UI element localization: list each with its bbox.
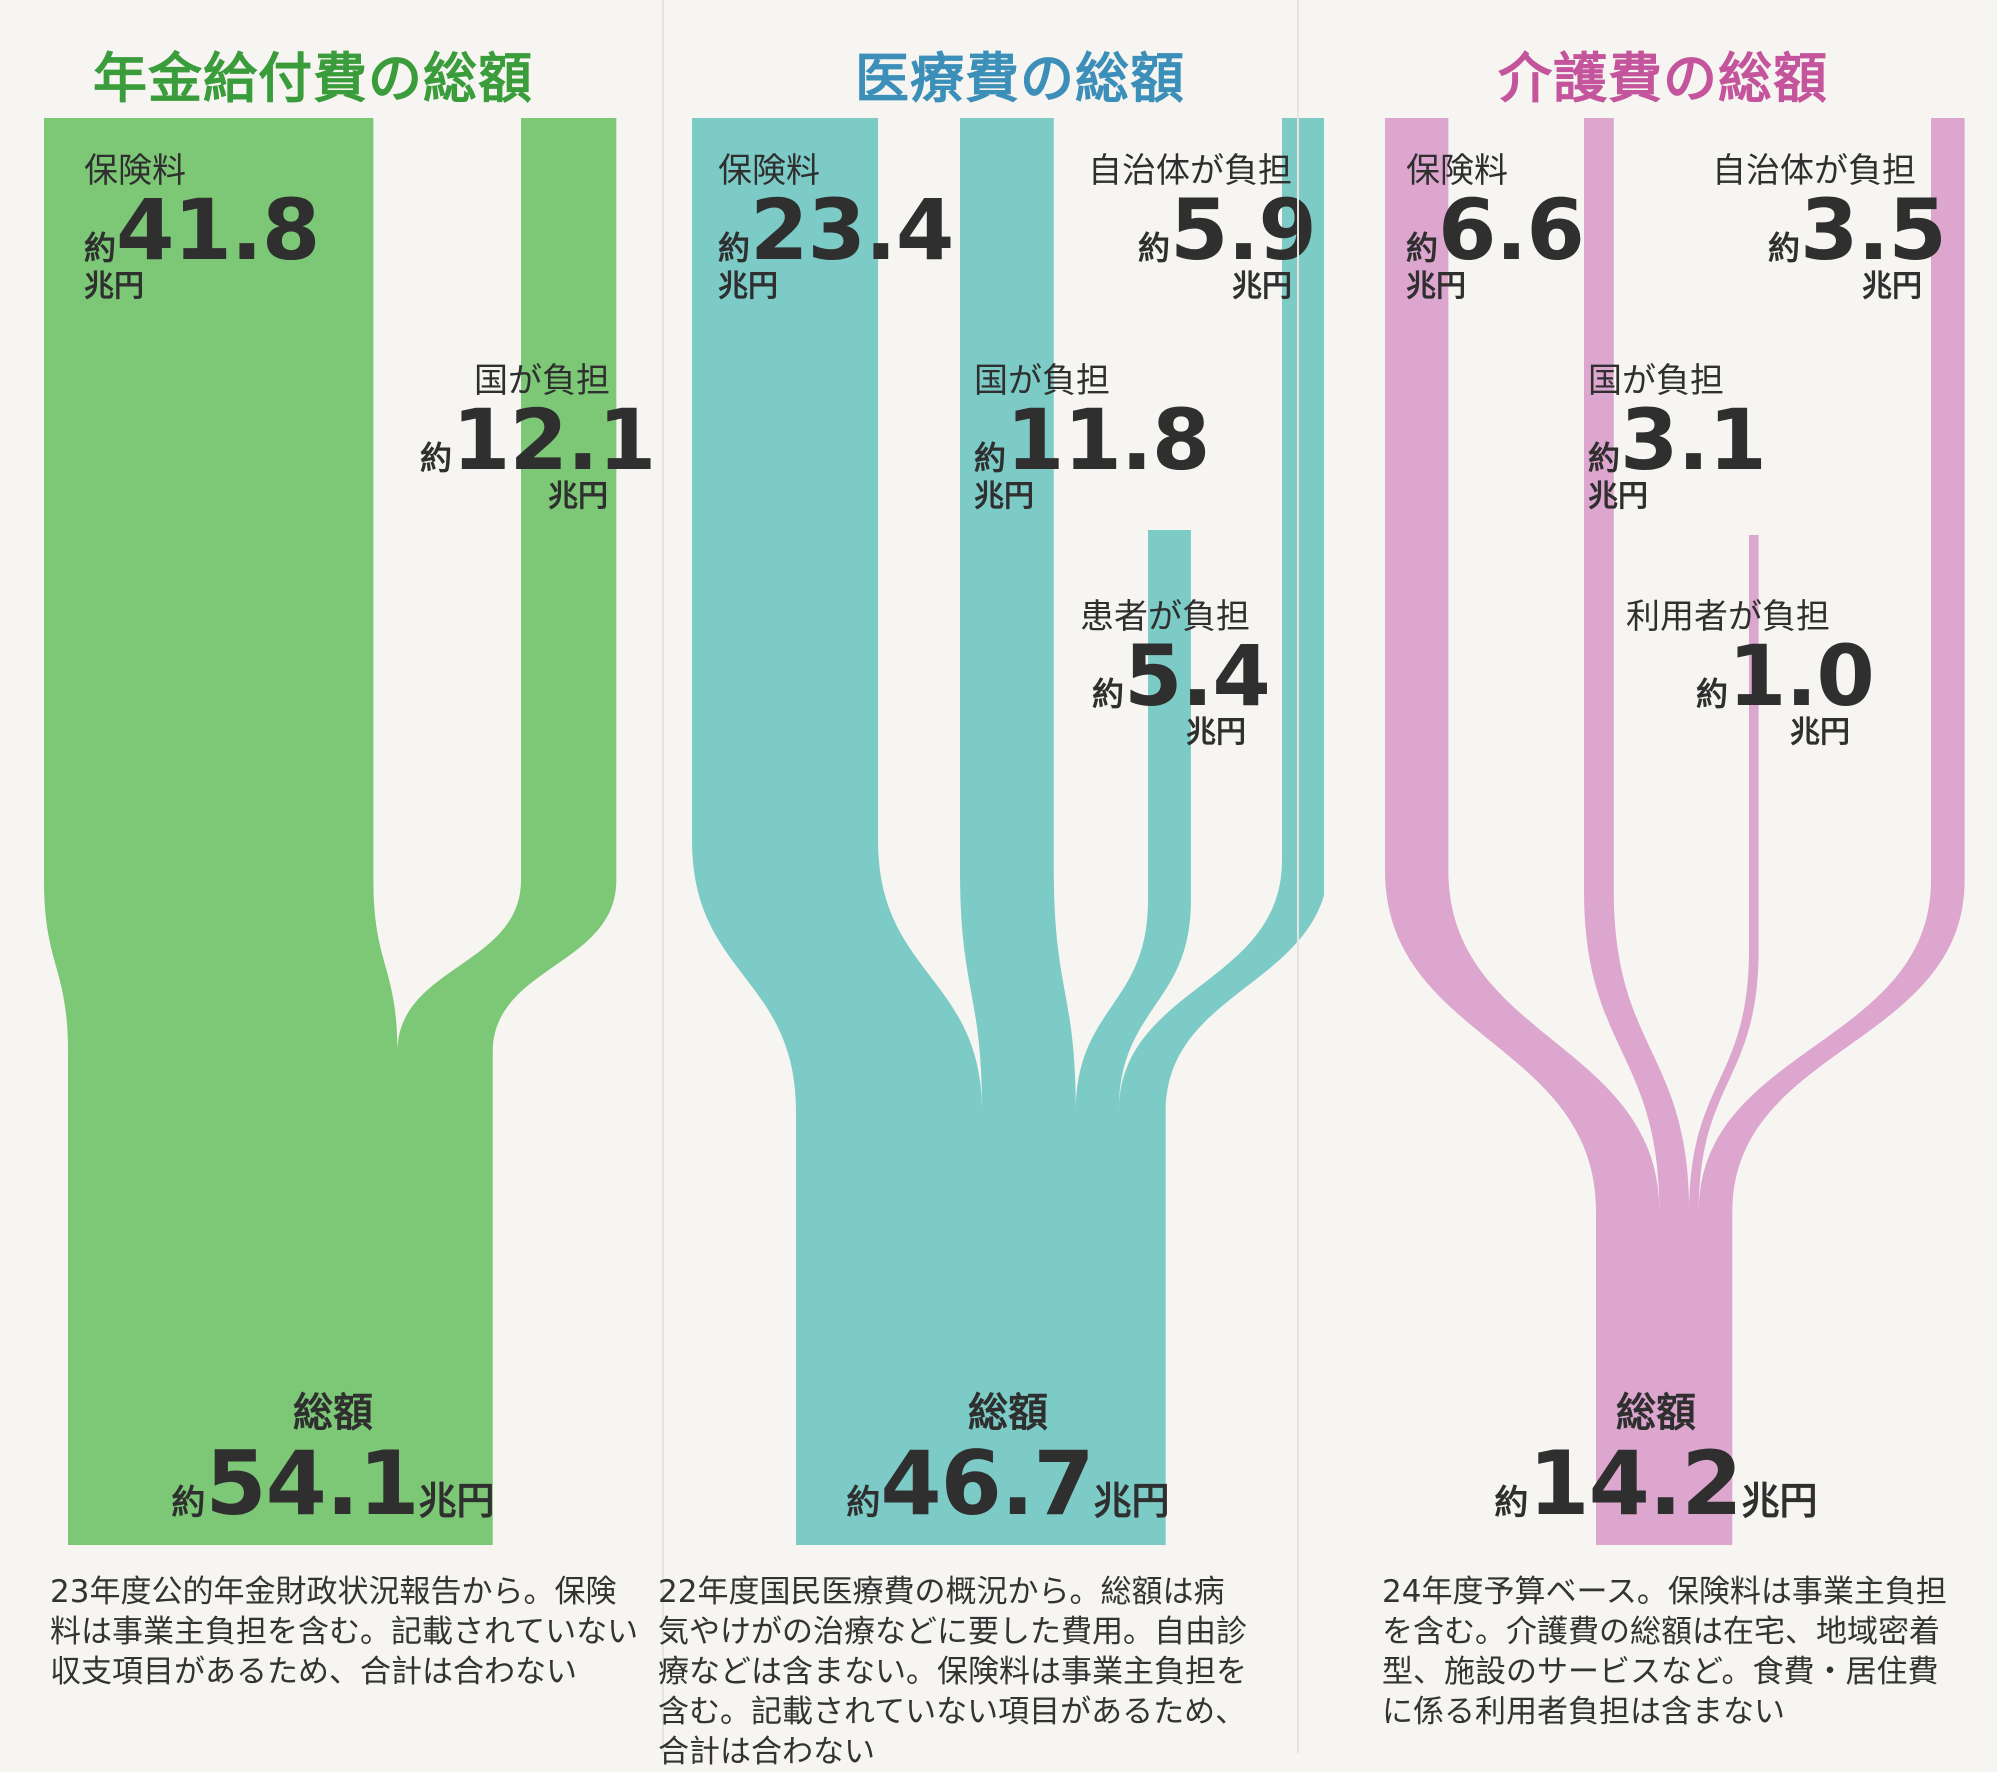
source-flow-band [692,118,983,1112]
total-label: 総額 [293,1390,373,1436]
source-unit: 兆円 [548,479,608,514]
approx-prefix: 約 [1588,439,1621,477]
source-label: 保険料 約41.8 兆円 [84,151,320,304]
source-label: 保険料 約23.4 兆円 [718,151,954,304]
source-name: 自治体が負担 [1088,151,1292,191]
source-value: 41.8 [116,181,320,279]
source-unit: 兆円 [1186,715,1246,750]
total-flow-bar [68,1050,493,1545]
total-flow-bar [1596,1210,1733,1545]
flow-group [44,118,617,1545]
approx-prefix: 約 [1494,1483,1529,1523]
source-label: 患者が負担 約5.4 兆円 [1080,597,1271,750]
source-value: 5.9 [1170,181,1317,279]
source-name: 国が負担 [974,361,1110,401]
care-panel: 介護費の総額 保険料 約6.6 兆円 国が負担 約3.1 兆円 利用者が負担 約… [1330,0,1997,1753]
total-unit: 兆円 [418,1479,495,1523]
source-name: 国が負担 [1588,361,1724,401]
source-name: 患者が負担 [1080,597,1250,637]
total-label: 総額 [1616,1390,1696,1436]
source-flow-band [1698,118,1965,1212]
pension-panel: 年金給付費の総額 保険料 約41.8 兆円 国が負担 約12.1 兆円 総額 約… [0,0,660,1753]
source-unit: 兆円 [974,479,1034,514]
pension-flow-chart [44,118,617,1545]
approx-prefix: 約 [1138,229,1171,267]
care-flow-chart [1385,118,1965,1545]
chart-title: 年金給付費の総額 [93,47,533,110]
source-flow-band [960,118,1076,1112]
source-unit: 兆円 [1790,715,1850,750]
source-unit: 兆円 [1406,269,1466,304]
approx-prefix: 約 [846,1483,881,1523]
flow-group [1385,118,1965,1545]
approx-prefix: 約 [1768,229,1801,267]
total-value: 54.1 [205,1432,419,1535]
source-unit: 兆円 [84,269,144,304]
source-value: 3.1 [1620,391,1767,489]
flow-group [692,118,1324,1545]
approx-prefix: 約 [974,439,1007,477]
approx-prefix: 約 [84,229,117,267]
source-label: 利用者が負担 約1.0 兆円 [1626,597,1875,750]
approx-prefix: 約 [1406,229,1439,267]
medical-flow-chart [692,118,1324,1545]
source-name: 利用者が負担 [1626,597,1830,637]
source-value: 1.0 [1728,627,1875,725]
total-amount: 約46.7兆円 [846,1440,1169,1528]
source-value: 3.5 [1800,181,1947,279]
total-value: 46.7 [880,1432,1094,1535]
total-unit: 兆円 [1093,1479,1170,1523]
approx-prefix: 約 [420,439,453,477]
total-label: 総額 [968,1390,1048,1436]
divider [662,0,664,1753]
medical-panel: 医療費の総額 保険料 約23.4 兆円 国が負担 約11.8 兆円 患者が負担 … [658,0,1324,1770]
source-name: 国が負担 [474,361,610,401]
total-amount: 約14.2兆円 [1494,1440,1817,1528]
footnote: 24年度予算ベース。保険料は事業主負担を含む。介護費の総額は在宅、地域密着型、施… [1382,1574,1947,1730]
source-value: 5.4 [1124,627,1271,725]
source-flow-band [1689,535,1759,1212]
source-name: 保険料 [84,151,186,191]
source-value: 23.4 [750,181,954,279]
approx-prefix: 約 [1092,675,1125,713]
source-value: 11.8 [1006,391,1210,489]
source-value: 12.1 [452,391,656,489]
source-unit: 兆円 [1232,269,1292,304]
source-name: 自治体が負担 [1712,151,1916,191]
source-label: 国が負担 約3.1 兆円 [1588,361,1767,514]
approx-prefix: 約 [171,1483,206,1523]
total-unit: 兆円 [1741,1479,1818,1523]
source-label: 自治体が負担 約5.9 兆円 [1088,151,1317,304]
source-flow-band [1075,530,1191,1112]
source-flow-band [1584,118,1690,1212]
source-value: 6.6 [1438,181,1585,279]
approx-prefix: 約 [718,229,751,267]
source-unit: 兆円 [718,269,778,304]
source-label: 国が負担 約12.1 兆円 [420,361,656,514]
footnote: 23年度公的年金財政状況報告から。保険料は事業主負担を含む。記載されていない収支… [50,1574,639,1690]
source-unit: 兆円 [1588,479,1648,514]
source-label: 国が負担 約11.8 兆円 [974,361,1210,514]
source-flow-band [44,118,398,1052]
source-name: 保険料 [718,151,820,191]
source-flow-band [1385,118,1660,1212]
total-value: 14.2 [1528,1432,1742,1535]
chart-title: 介護費の総額 [1498,47,1828,110]
source-name: 保険料 [1406,151,1508,191]
source-flow-band [397,118,617,1052]
total-flow-bar [796,1110,1166,1545]
approx-prefix: 約 [1696,675,1729,713]
divider [1297,0,1299,1753]
source-flow-band [1118,118,1324,1112]
source-label: 自治体が負担 約3.5 兆円 [1712,151,1947,304]
total-amount: 約54.1兆円 [171,1440,494,1528]
source-unit: 兆円 [1862,269,1922,304]
footnote: 22年度国民医療費の概況から。総額は病気やけがの治療などに要した費用。自由診療な… [658,1574,1247,1770]
chart-title: 医療費の総額 [855,47,1185,110]
source-label: 保険料 約6.6 兆円 [1406,151,1585,304]
